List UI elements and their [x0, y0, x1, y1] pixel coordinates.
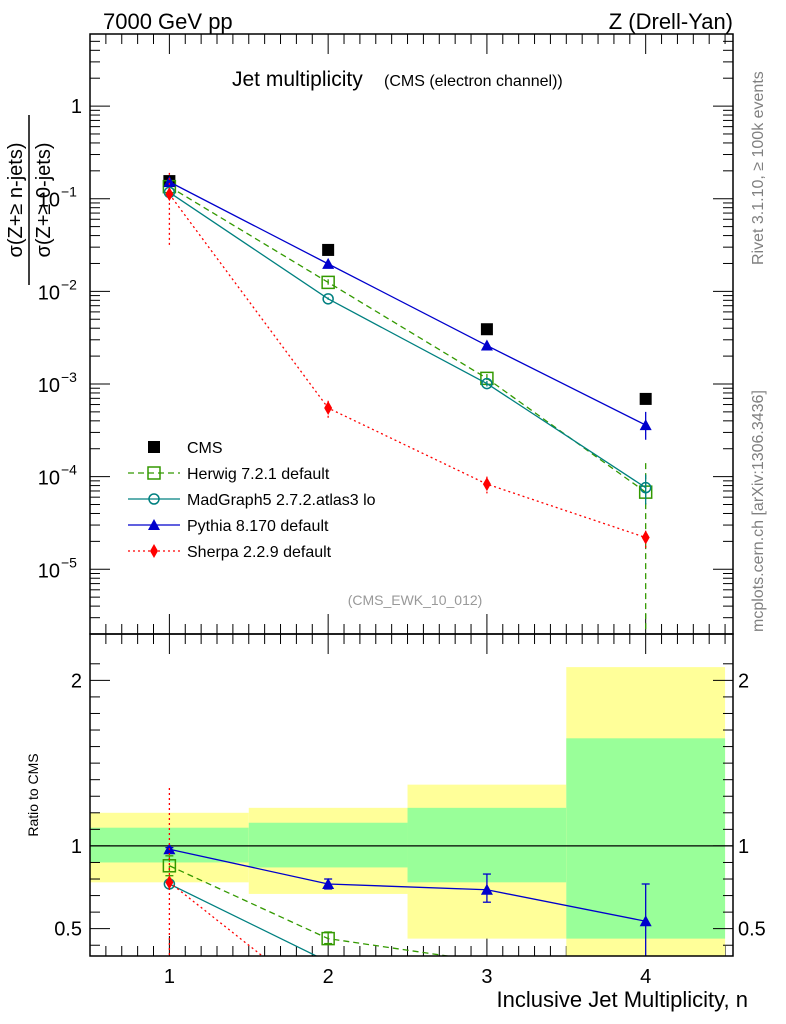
x-tick-label: 1 [164, 966, 175, 988]
legend-label: CMS [187, 440, 223, 457]
x-axis-label: Inclusive Jet Multiplicity, n [497, 987, 748, 1012]
uncertainty-bands [90, 667, 726, 956]
series-line [169, 186, 647, 493]
y-tick-label: 10 [38, 190, 60, 212]
main-y-ticks [90, 33, 733, 635]
ratio-y-ticks [90, 663, 733, 946]
legend-entry: Sherpa 2.2.9 default [128, 544, 332, 561]
data-point [324, 401, 333, 416]
ratio-panel: 0.5 0.5 1 1 2 2 [54, 633, 766, 957]
series-pythia [163, 175, 652, 440]
data-point [148, 519, 160, 530]
data-point [480, 883, 493, 895]
legend-entry: CMS [148, 440, 223, 457]
data-point [148, 441, 160, 453]
y-tick-label: 10 [38, 282, 60, 304]
x-tick-label: 3 [481, 966, 492, 988]
legend-label: Sherpa 2.2.9 default [187, 544, 332, 561]
y-tick-exponent: −3 [61, 369, 77, 385]
legend-entry: Herwig 7.2.1 default [128, 466, 330, 483]
ratio-y-tick-label-right: 1 [738, 836, 749, 858]
rivet-label: Rivet 3.1.10, ≥ 100k events [750, 71, 767, 265]
ratio-y-tick-label: 1 [71, 836, 82, 858]
data-point [480, 323, 493, 336]
legend-label: Herwig 7.2.1 default [187, 466, 330, 483]
y-tick-label: 1 [71, 96, 82, 118]
series-herwig [162, 179, 653, 634]
ylabel-denominator: σ(Z+≥ 0-jets) [33, 143, 55, 258]
data-point [322, 257, 335, 269]
data-point [641, 530, 650, 545]
y-tick-exponent: −1 [61, 184, 77, 200]
chart-title: Jet multiplicity [232, 68, 363, 91]
ratio-y-tick-label-right: 0.5 [738, 919, 766, 941]
x-tick-label: 2 [323, 966, 334, 988]
x-tick-label: 4 [640, 966, 651, 988]
y-tick-exponent: −2 [61, 276, 77, 292]
series-line [169, 181, 646, 426]
y-tick-label: 10 [38, 375, 60, 397]
data-point [165, 187, 174, 202]
ratio-series [162, 787, 652, 956]
data-point [150, 544, 158, 558]
data-point [321, 275, 335, 290]
series-madgraph5 [163, 186, 652, 505]
legend-entry: Pythia 8.170 default [128, 518, 329, 535]
data-point [639, 392, 652, 405]
data-point [147, 466, 161, 480]
ylabel-numerator: σ(Z+≥ n-jets) [5, 143, 27, 258]
data-point [148, 493, 160, 505]
ratio-frame [89, 633, 734, 957]
series-sherpa [165, 172, 650, 548]
data-point [163, 175, 176, 187]
y-tick-exponent: −4 [61, 462, 77, 478]
main-y-axis-label: σ(Z+≥ n-jets) σ(Z+≥ 0-jets) [5, 115, 55, 285]
data-point [480, 339, 493, 351]
series-line [169, 848, 646, 922]
series-line [168, 881, 264, 956]
legend-entry: MadGraph5 2.7.2.atlas3 lo [128, 492, 376, 509]
analysis-tag: (CMS_EWK_10_012) [348, 592, 483, 608]
y-tick-label: 10 [38, 468, 60, 490]
data-point [639, 419, 652, 431]
green-band [248, 822, 408, 868]
x-ticks [89, 34, 726, 956]
data-point [322, 243, 335, 256]
ratio-y-tick-label: 2 [71, 670, 82, 692]
data-point [482, 477, 491, 492]
y-tick-label: 10 [38, 560, 60, 582]
ratio-series-pythia [163, 843, 652, 956]
data-point [481, 377, 493, 390]
series-line [169, 865, 452, 956]
data-point [322, 293, 334, 305]
green-band [407, 807, 567, 883]
main-series [162, 172, 653, 634]
series-line [169, 191, 647, 489]
data-point [165, 875, 174, 890]
series-line [169, 883, 318, 956]
legend-label: Pythia 8.170 default [187, 518, 329, 535]
legend-label: MadGraph5 2.7.2.atlas3 lo [187, 492, 376, 509]
series-cms [163, 175, 652, 405]
ratio-y-axis-label: Ratio to CMS [25, 753, 41, 836]
data-point [322, 877, 335, 889]
mcplots-label: mcplots.cern.ch [arXiv:1306.3436] [750, 390, 767, 632]
main-panel: 110 −110 −210 −310 −410 −51 2 3 4 [38, 33, 734, 988]
ratio-y-tick-label-right: 2 [738, 670, 749, 692]
ratio-y-tick-label: 0.5 [54, 919, 82, 941]
legend: CMS Herwig 7.2.1 default MadGraph5 2.7.2.a… [128, 440, 376, 561]
header-right: Z (Drell-Yan) [609, 9, 733, 34]
series-line [168, 193, 646, 539]
y-tick-exponent: −5 [61, 554, 77, 570]
chart-subtitle: (CMS (electron channel)) [384, 73, 563, 90]
data-point [321, 931, 335, 946]
data-point [639, 915, 652, 927]
header-left: 7000 GeV pp [103, 9, 233, 34]
data-point [639, 481, 652, 494]
ratio-series-sherpa [165, 787, 264, 956]
